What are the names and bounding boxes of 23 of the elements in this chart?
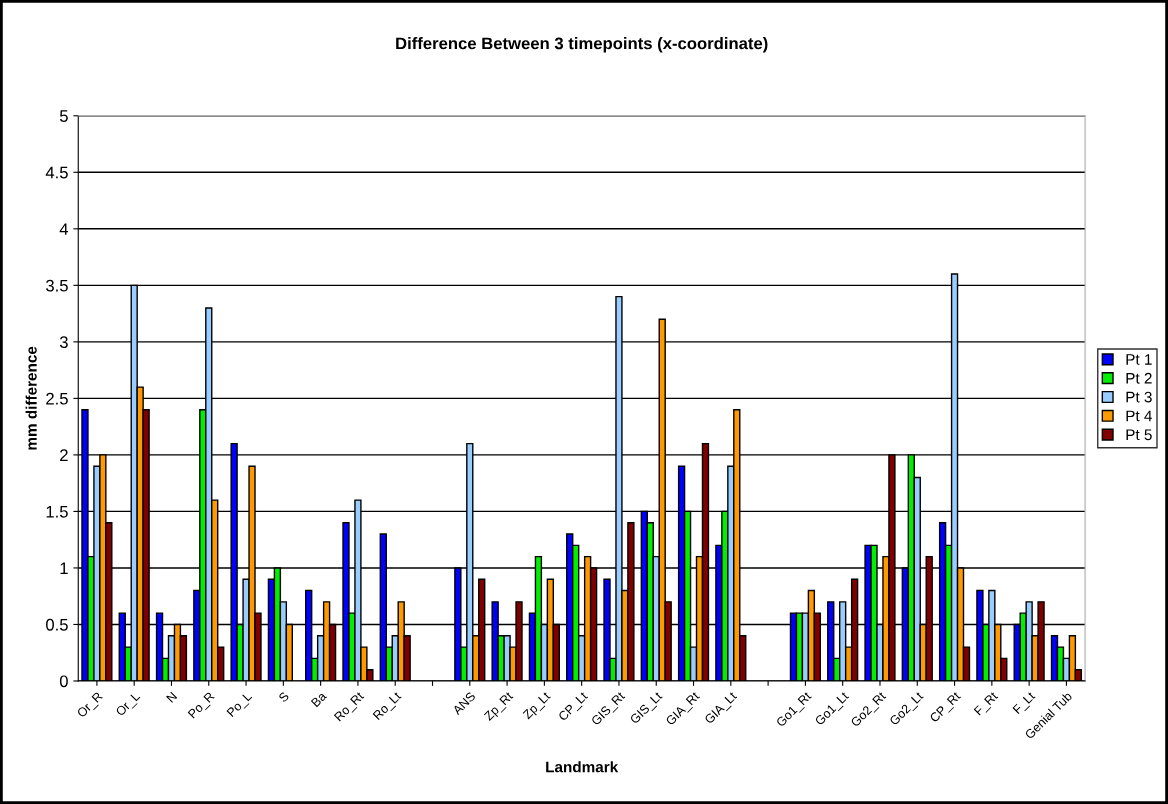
y-tick-label: 1.5: [46, 506, 68, 518]
y-tick-label: 2: [60, 449, 68, 461]
x-axis-title: Landmark: [546, 761, 619, 773]
x-tick-label: Ba: [310, 691, 328, 708]
y-tick-label: 3: [59, 336, 68, 349]
legend-label: Pt 2: [1126, 372, 1152, 384]
y-tick-label: 0.5: [46, 618, 68, 631]
y-tick-label: 2.5: [46, 392, 68, 405]
y-tick-label: 1: [60, 562, 68, 574]
y-tick-label: 3.5: [46, 279, 68, 292]
x-tick-label: Or_L: [115, 691, 143, 719]
legend-label: Pt 4: [1126, 410, 1152, 422]
y-tick-label: 0: [59, 675, 68, 688]
legend-label: Pt 5: [1126, 429, 1152, 441]
chart-title: Difference Between 3 timepoints (x-coordinate): [396, 37, 768, 53]
y-axis-title: mm difference: [25, 346, 37, 450]
y-tick-label: 4.5: [45, 166, 68, 179]
legend-label: Pt 1: [1126, 354, 1152, 365]
legend-label: Pt 3: [1126, 391, 1152, 403]
x-tick-label: S: [278, 691, 290, 703]
y-tick-label: 5: [59, 110, 68, 122]
y-tick-label: 4: [59, 223, 69, 235]
x-tick-label: N: [166, 691, 178, 703]
